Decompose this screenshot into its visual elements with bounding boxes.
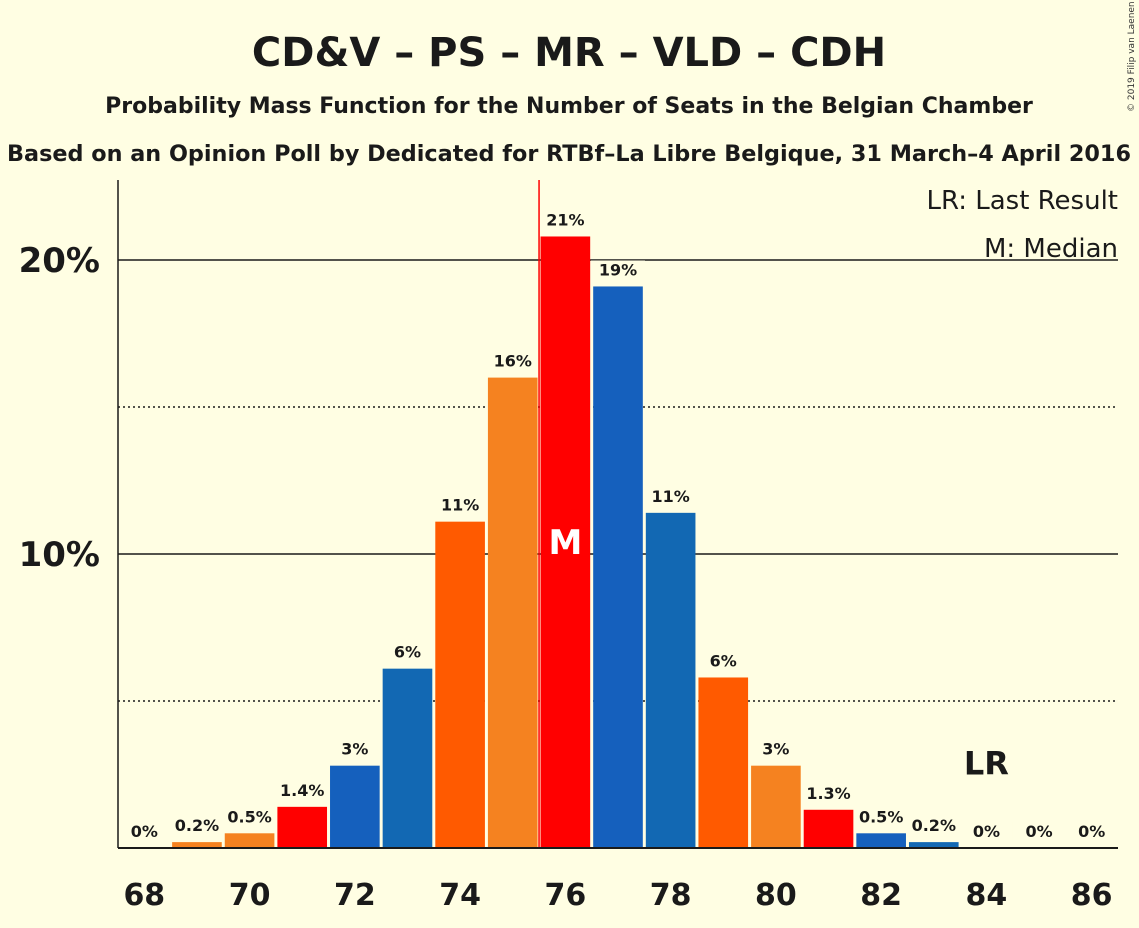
data-label-83: 0.2%	[912, 816, 956, 835]
labels-layer: 0% 0.2% 0.5% 1.4% 3% 6% 11% 16% 21% 19% 11% 6% 3% 1.3…	[117, 210, 1119, 842]
y-tick-label: 10%	[19, 535, 100, 575]
bar-83	[908, 842, 959, 848]
bar-70	[224, 833, 275, 848]
x-tick-label: 78	[650, 878, 692, 913]
data-label-bg	[1064, 822, 1119, 842]
data-label-bg	[696, 651, 751, 672]
data-label-bg	[854, 807, 909, 828]
copyright-text: © 2019 Filip van Laenen	[1127, 1, 1137, 112]
bar-69	[172, 842, 222, 848]
x-tick-label: 72	[334, 878, 376, 913]
bar-75	[487, 377, 538, 848]
data-label-70: 0.5%	[227, 807, 271, 826]
data-label-bg	[380, 642, 435, 663]
bar-79	[698, 677, 749, 848]
data-label-bg	[275, 780, 330, 801]
data-label-69: 0.2%	[175, 816, 219, 835]
x-tick-label: 80	[755, 878, 797, 913]
bar-81	[803, 809, 854, 848]
data-label-82: 0.5%	[859, 807, 903, 826]
bar-77	[593, 286, 643, 849]
data-label-bg	[643, 486, 698, 507]
data-label-bg	[1012, 822, 1067, 842]
median-marker: M	[548, 523, 582, 563]
data-label-73: 6%	[394, 643, 421, 662]
data-label-76: 21%	[546, 210, 584, 229]
data-label-bg	[906, 816, 961, 837]
data-label-bg	[801, 783, 856, 804]
bar-73	[382, 668, 433, 848]
data-label-bg	[748, 739, 803, 760]
data-label-74: 11%	[441, 496, 479, 515]
bar-71	[277, 806, 328, 848]
data-label-bg	[327, 739, 382, 760]
data-label-78: 11%	[651, 487, 689, 506]
data-label-bg	[959, 822, 1014, 842]
data-label-86: 0%	[1078, 822, 1105, 841]
data-label-bg	[591, 260, 645, 281]
data-label-bg	[169, 816, 224, 837]
x-tick-label: 70	[229, 878, 271, 913]
y-tick-label: 20%	[19, 241, 100, 281]
bars-layer	[172, 236, 959, 849]
last-result-marker: LR	[964, 745, 1009, 783]
data-label-77: 19%	[599, 260, 637, 279]
data-label-72: 3%	[341, 740, 368, 759]
x-tick-label: 76	[544, 878, 586, 913]
chart-title: CD&V – PS – MR – VLD – CDH	[252, 30, 886, 76]
data-label-75: 16%	[494, 352, 532, 371]
legend-median: M: Median	[984, 234, 1118, 264]
x-tick-label: 74	[439, 878, 481, 913]
bar-72	[330, 765, 380, 848]
x-tick-label: 68	[123, 878, 165, 913]
data-label-79: 6%	[710, 651, 737, 670]
x-tick-label: 82	[860, 878, 902, 913]
data-label-bg	[433, 495, 488, 516]
bar-80	[751, 765, 801, 848]
x-tick-label: 86	[1071, 878, 1113, 913]
legend-last-result: LR: Last Result	[926, 186, 1118, 216]
x-tick-label: 84	[966, 878, 1008, 913]
bar-76	[540, 236, 591, 849]
data-label-84: 0%	[973, 822, 1000, 841]
chart-subtitle-2: Based on an Opinion Poll by Dedicated fo…	[7, 142, 1131, 167]
data-label-85: 0%	[1025, 822, 1052, 841]
axes-layer: 10% 20% M LR 68 70 72 74 76 78 80 82 84 86	[19, 180, 1118, 913]
data-label-71: 1.4%	[280, 781, 324, 800]
data-label-bg	[117, 822, 172, 842]
data-label-bg	[222, 807, 277, 828]
data-label-81: 1.3%	[806, 784, 850, 803]
bar-78	[645, 512, 696, 848]
data-label-68: 0%	[131, 822, 158, 841]
bar-74	[435, 521, 485, 848]
bar-82	[856, 833, 906, 848]
data-label-bg	[485, 351, 540, 372]
chart-subtitle: Probability Mass Function for the Number…	[105, 94, 1033, 119]
data-label-80: 3%	[762, 740, 789, 759]
